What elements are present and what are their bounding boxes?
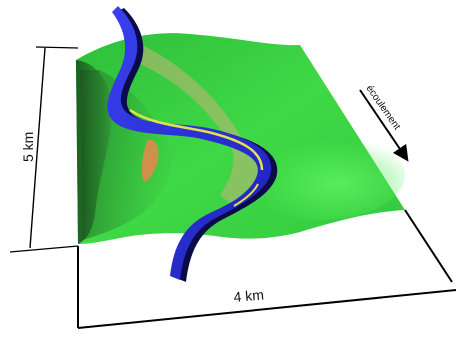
base-right-edge — [404, 209, 453, 283]
height-dimension-label: 5 km — [20, 132, 36, 162]
arrow-down-right-icon — [359, 89, 409, 162]
dimension-lines: 5 km 4 km — [9, 46, 456, 329]
meandering-channel — [107, 6, 278, 282]
base-front-edge — [77, 289, 456, 329]
height-dimension-line — [29, 47, 46, 249]
width-dimension-label: 4 km — [233, 286, 265, 305]
